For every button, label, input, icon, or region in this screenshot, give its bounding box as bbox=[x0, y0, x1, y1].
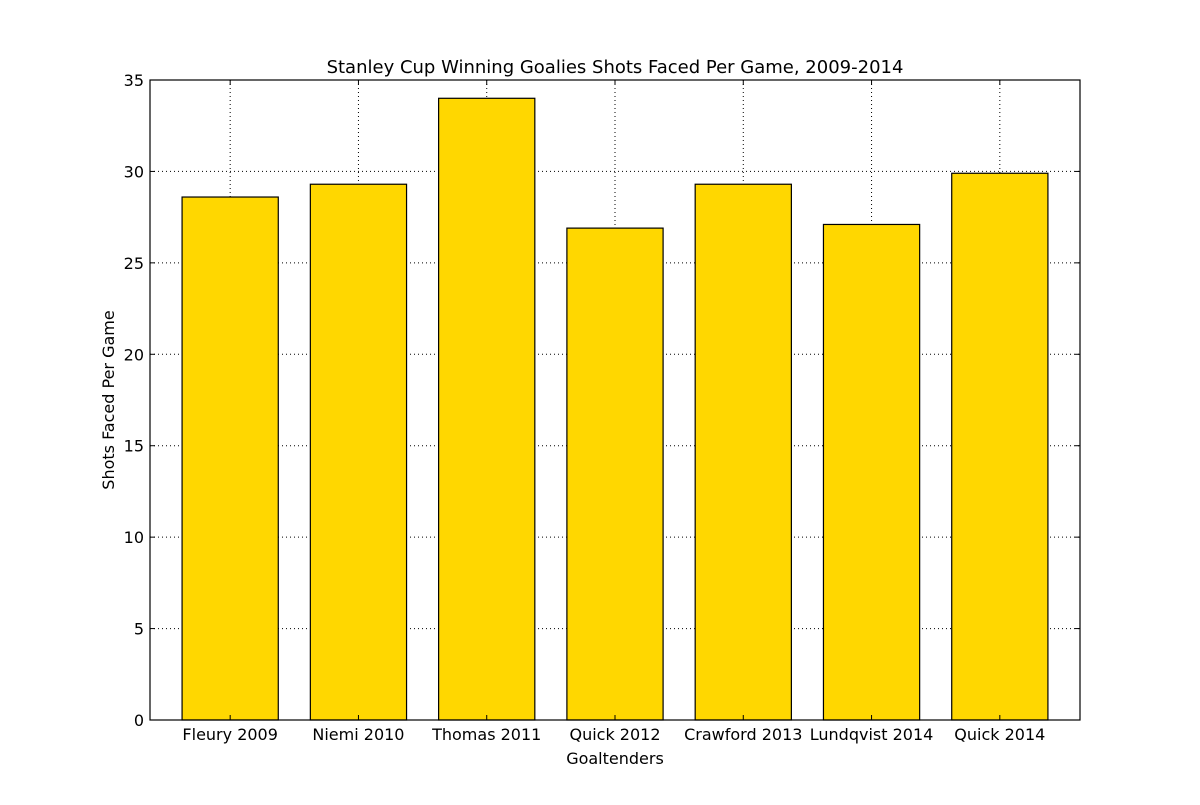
bar bbox=[951, 172, 1049, 721]
y-tick-labels: 0 5 10 15 20 25 30 35 bbox=[124, 71, 144, 730]
bar bbox=[822, 223, 921, 721]
x-tick-label: Niemi 2010 bbox=[312, 725, 404, 744]
bars-layer bbox=[181, 97, 1049, 721]
x-tick-labels: Fleury 2009 Niemi 2010 Thomas 2011 Quick 20… bbox=[182, 725, 1045, 744]
y-tick-label: 15 bbox=[124, 437, 144, 456]
chart-title: Stanley Cup Winning Goalies Shots Faced … bbox=[327, 57, 904, 78]
y-tick-label: 10 bbox=[124, 528, 144, 547]
y-tick-label: 20 bbox=[124, 345, 144, 364]
bar bbox=[181, 196, 279, 721]
x-tick-label: Fleury 2009 bbox=[182, 725, 277, 744]
bar bbox=[566, 227, 664, 721]
bar bbox=[309, 183, 408, 721]
bar bbox=[694, 183, 792, 721]
x-tick-label: Quick 2012 bbox=[569, 725, 660, 744]
y-tick-label: 5 bbox=[134, 620, 144, 639]
y-tick-label: 30 bbox=[124, 162, 144, 181]
x-tick-label: Quick 2014 bbox=[954, 725, 1045, 744]
x-axis-label: Goaltenders bbox=[566, 749, 664, 768]
ticks-layer bbox=[150, 79, 1080, 721]
y-tick-label: 35 bbox=[124, 71, 144, 90]
x-tick-label: Lundqvist 2014 bbox=[810, 725, 934, 744]
bar bbox=[438, 97, 536, 721]
y-tick-label: 0 bbox=[134, 711, 144, 730]
x-tick-label: Thomas 2011 bbox=[431, 725, 541, 744]
y-axis-label: Shots Faced Per Game bbox=[99, 310, 118, 489]
y-tick-label: 25 bbox=[124, 254, 144, 273]
x-tick-label: Crawford 2013 bbox=[684, 725, 802, 744]
